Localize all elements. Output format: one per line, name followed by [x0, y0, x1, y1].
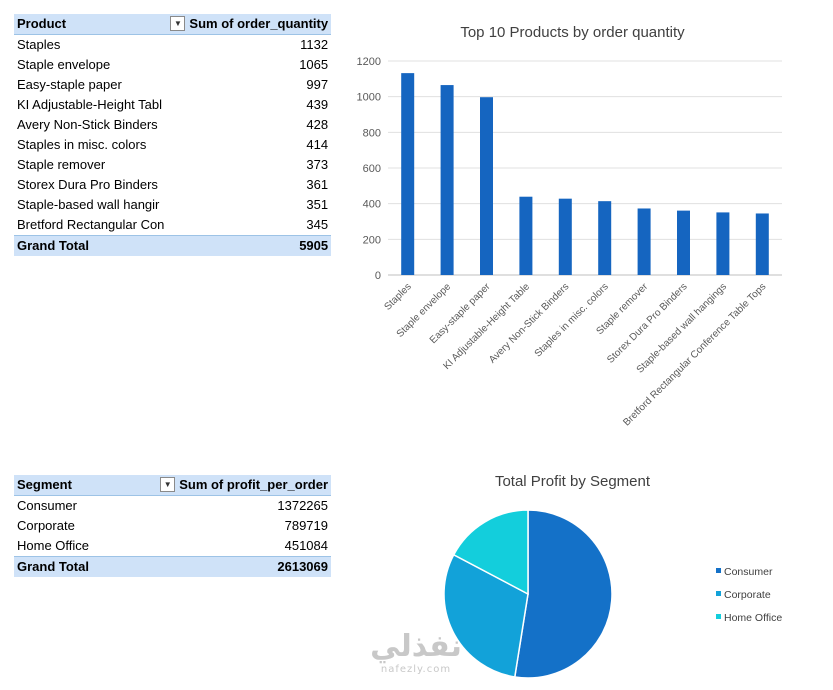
bar-chart[interactable]: 0 200 400 600 800 1000 1200 Staples Staple envel… [0, 0, 833, 450]
product-row[interactable]: Avery Non-Stick Binders 428 [14, 115, 331, 135]
y-tick-label: 400 [363, 199, 381, 211]
pie-slice[interactable] [513, 509, 613, 679]
segment-pivot-header: Segment ▼ Sum of profit_per_order [14, 475, 331, 496]
product-label[interactable]: Easy-staple paper [17, 77, 122, 92]
bar[interactable] [519, 196, 533, 275]
bar[interactable] [677, 210, 690, 275]
pie-chart-title: Total Profit by Segment [494, 473, 651, 490]
product-value[interactable]: 1132 [300, 37, 329, 52]
product-label[interactable]: Storex Dura Pro Binders [17, 177, 158, 192]
segment-label[interactable]: Corporate [17, 518, 75, 533]
bar[interactable] [480, 97, 493, 276]
bar[interactable] [598, 201, 612, 275]
product-label[interactable]: Bretford Rectangular Con [17, 217, 165, 232]
segment-value[interactable]: 789719 [284, 518, 328, 533]
segment-grand-total-row[interactable]: Grand Total 2613069 [14, 556, 331, 577]
y-tick-label: 0 [375, 270, 381, 282]
bar[interactable] [637, 208, 651, 275]
y-tick-label: 1200 [357, 56, 381, 68]
product-value[interactable]: 351 [306, 197, 329, 212]
watermark-latin: nafezly.com [380, 664, 452, 675]
grand-total-label[interactable]: Grand Total [14, 556, 158, 577]
product-label[interactable]: Staple remover [17, 157, 106, 172]
y-tick-label: 800 [363, 127, 381, 139]
y-tick-label: 200 [363, 234, 381, 246]
product-row[interactable]: Staple remover 373 [14, 155, 331, 175]
product-label[interactable]: Staple envelope [17, 57, 111, 72]
segment-pivot-table: Segment ▼ Sum of profit_per_order Consume… [14, 475, 331, 577]
bar[interactable] [558, 198, 572, 275]
segment-label[interactable]: Home Office [17, 538, 90, 553]
y-tick-label: 1000 [357, 92, 381, 104]
product-label[interactable]: Avery Non-Stick Binders [17, 117, 158, 132]
grand-total-label[interactable]: Grand Total [14, 235, 168, 256]
bar[interactable] [401, 73, 415, 275]
product-pivot-table: Product ▼ Sum of order_quantity Staples 11… [14, 14, 332, 256]
profit-header-label: Sum of profit_per_order [179, 477, 328, 492]
segment-row[interactable]: Corporate 789719 [14, 516, 331, 536]
pie-slice[interactable] [452, 509, 529, 596]
grand-total-value[interactable]: 2613069 [157, 556, 331, 577]
segment-header[interactable]: Segment [14, 475, 158, 496]
legend-swatch [716, 614, 721, 619]
y-tick-label: 600 [363, 163, 381, 175]
legend-swatch [716, 591, 721, 596]
product-value[interactable]: 373 [306, 157, 329, 172]
grand-total-value[interactable]: 5905 [167, 235, 332, 256]
legend-label: Corporate [724, 589, 771, 601]
legend-label: Home Office [724, 612, 782, 624]
product-label[interactable]: Staple-based wall hangir [17, 197, 160, 212]
bar-chart-title: Top 10 Products by order quantity [460, 24, 685, 41]
product-label[interactable]: KI Adjustable-Height Tabl [17, 97, 163, 112]
product-label[interactable]: Staples in misc. colors [17, 137, 147, 152]
profit-header[interactable]: ▼ Sum of profit_per_order [157, 475, 331, 496]
product-value[interactable]: 439 [306, 97, 329, 112]
legend-swatch [716, 568, 721, 573]
order-quantity-header-label: Sum of order_quantity [189, 16, 329, 31]
product-value[interactable]: 428 [306, 117, 329, 132]
bar[interactable] [755, 213, 769, 275]
segment-row[interactable]: Home Office 451084 [14, 536, 331, 557]
legend-label: Consumer [724, 566, 773, 578]
x-tick-label: Staples [382, 281, 413, 312]
x-tick-label: Bretford Rectangular Conference Table To… [621, 281, 768, 428]
product-value[interactable]: 361 [306, 177, 329, 192]
product-label[interactable]: Staples [17, 37, 61, 52]
product-row[interactable]: Easy-staple paper 997 [14, 75, 331, 95]
product-header[interactable]: Product [14, 14, 168, 35]
product-row[interactable]: Staples 1132 [14, 35, 331, 56]
product-row[interactable]: Bretford Rectangular Con 345 [14, 215, 331, 236]
product-value[interactable]: 1065 [299, 57, 329, 72]
watermark-logo: نفذلي nafezly.com [366, 630, 466, 676]
product-row[interactable]: Staples in misc. colors 414 [14, 135, 331, 155]
product-value[interactable]: 414 [306, 137, 329, 152]
product-value[interactable]: 345 [306, 217, 329, 232]
product-row[interactable]: Staple-based wall hangir 351 [14, 195, 331, 215]
segment-row[interactable]: Consumer 1372265 [14, 496, 331, 517]
filter-dropdown-icon[interactable]: ▼ [160, 477, 176, 493]
product-value[interactable]: 997 [306, 77, 329, 92]
bar[interactable] [716, 212, 730, 275]
product-pivot-header: Product ▼ Sum of order_quantity [14, 14, 332, 35]
bar[interactable] [440, 85, 454, 275]
watermark-arabic: نفذلي [370, 629, 462, 664]
sort-filter-icon[interactable]: ▼ [170, 16, 186, 32]
x-tick-label: Storex Dura Pro Binders [605, 281, 689, 365]
order-quantity-header[interactable]: ▼ Sum of order_quantity [167, 14, 332, 35]
segment-label[interactable]: Consumer [17, 498, 77, 513]
product-row[interactable]: KI Adjustable-Height Tabl 439 [14, 95, 331, 115]
x-tick-label: Staples in misc. colors [533, 281, 611, 359]
x-tick-label: Avery Non-Stick Binders [487, 281, 571, 365]
product-row[interactable]: Staple envelope 1065 [14, 55, 331, 75]
segment-value[interactable]: 1372265 [277, 498, 328, 513]
product-grand-total-row[interactable]: Grand Total 5905 [14, 235, 332, 256]
product-row[interactable]: Storex Dura Pro Binders 361 [14, 175, 331, 195]
segment-value[interactable]: 451084 [284, 538, 328, 553]
